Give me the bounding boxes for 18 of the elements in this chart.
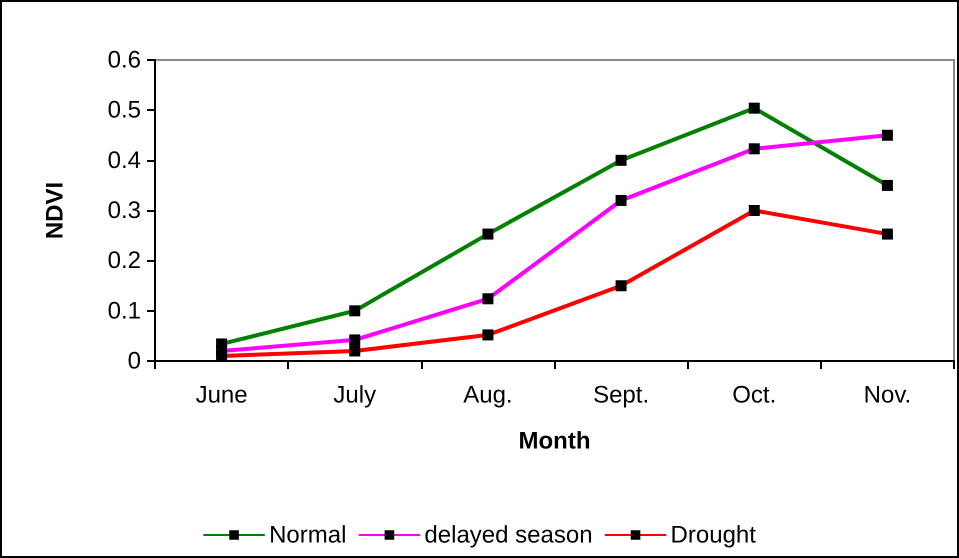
legend-label: delayed season — [424, 522, 593, 548]
legend-label: Normal — [269, 522, 346, 548]
y-axis-title: NDVI — [42, 182, 68, 240]
x-tick-label: Nov. — [864, 382, 912, 408]
x-tick-label: June — [196, 382, 248, 408]
y-tick-label: 0 — [128, 348, 141, 374]
legend-label: Drought — [670, 522, 756, 548]
x-axis-title: Month — [518, 428, 590, 454]
y-tick-label: 0.6 — [108, 46, 141, 74]
y-tick-label: 0.2 — [108, 247, 141, 274]
x-tick-label: Sept. — [593, 382, 650, 408]
x-tick-label: Oct. — [732, 382, 776, 408]
x-tick-label: July — [333, 382, 376, 408]
y-tick-label: 0.3 — [108, 197, 141, 224]
x-tick-label: Aug. — [463, 382, 513, 408]
y-tick-label: 0.5 — [108, 96, 141, 124]
y-tick-label: 0.1 — [108, 297, 141, 324]
y-tick-label: 0.4 — [108, 146, 141, 174]
